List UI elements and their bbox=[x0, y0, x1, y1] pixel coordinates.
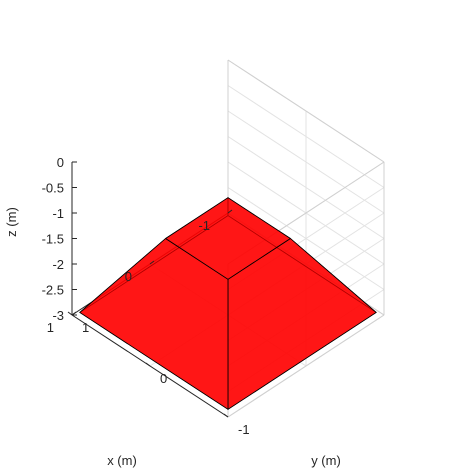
y-tick-label: -1 bbox=[238, 422, 250, 437]
y-tick bbox=[145, 362, 151, 367]
wall-gridline-z bbox=[227, 110, 385, 214]
z-axis-label: z (m) bbox=[4, 207, 19, 237]
y-tick bbox=[67, 311, 73, 316]
wall-gridline-z bbox=[227, 187, 385, 290]
x-tick-label: -1 bbox=[198, 218, 210, 233]
z-tick-label: -1 bbox=[52, 206, 64, 221]
box-edge bbox=[227, 59, 385, 163]
tick-layer: 0-0.5-1-1.5-2-2.5-310-110-1 bbox=[42, 155, 250, 437]
y-axis-label: y (m) bbox=[311, 453, 341, 468]
x-tick-label: 1 bbox=[47, 320, 54, 335]
z-tick-label: -2 bbox=[52, 257, 64, 272]
x-axis-label: x (m) bbox=[107, 453, 137, 468]
z-tick-label: -0.5 bbox=[42, 181, 64, 196]
box-edge bbox=[227, 314, 385, 418]
wall-gridline-z bbox=[227, 136, 385, 239]
x-tick bbox=[227, 209, 233, 214]
y-tick-label: 0 bbox=[160, 371, 167, 386]
x-tick-label: 0 bbox=[125, 269, 132, 284]
z-tick-label: 0 bbox=[57, 155, 64, 170]
z-tick-label: -1.5 bbox=[42, 232, 64, 247]
z-tick-label: -3 bbox=[52, 308, 64, 323]
z-tick-label: -2.5 bbox=[42, 283, 64, 298]
x-tick bbox=[71, 311, 77, 316]
wall-gridline-z bbox=[227, 85, 385, 188]
frustum-solid bbox=[79, 197, 377, 410]
y-tick bbox=[223, 413, 229, 418]
x-tick bbox=[149, 260, 155, 265]
top-face bbox=[165, 197, 291, 280]
y-tick-label: 1 bbox=[82, 320, 89, 335]
